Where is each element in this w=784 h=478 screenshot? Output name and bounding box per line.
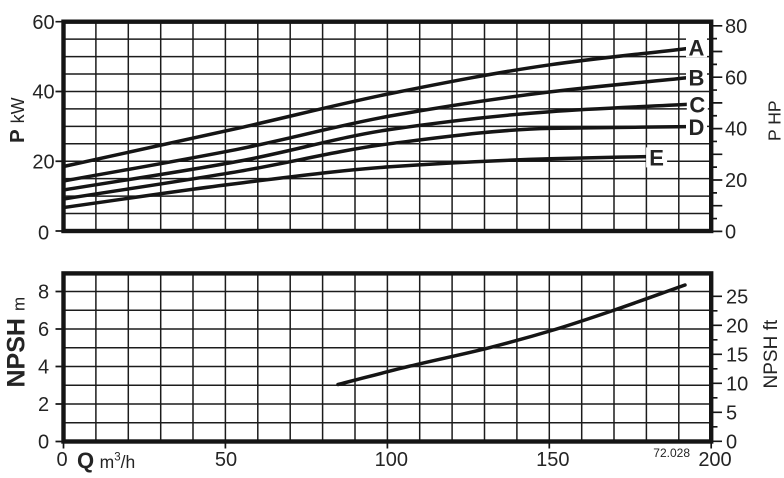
svg-text:4: 4 bbox=[38, 357, 49, 379]
svg-text:B: B bbox=[689, 65, 705, 90]
svg-text:20: 20 bbox=[725, 170, 747, 192]
svg-text:0: 0 bbox=[725, 222, 736, 244]
svg-text:D: D bbox=[689, 115, 705, 140]
svg-text:200: 200 bbox=[698, 449, 731, 471]
svg-text:5: 5 bbox=[726, 402, 737, 424]
svg-text:80: 80 bbox=[725, 16, 747, 38]
svg-text:10: 10 bbox=[726, 373, 748, 395]
svg-text:72.028: 72.028 bbox=[653, 446, 690, 460]
svg-text:P HP: P HP bbox=[765, 100, 784, 141]
svg-text:2: 2 bbox=[38, 394, 49, 416]
svg-text:8: 8 bbox=[38, 282, 49, 304]
svg-text:0: 0 bbox=[56, 449, 67, 471]
svg-text:60: 60 bbox=[725, 67, 747, 89]
svg-text:PkW: PkW bbox=[6, 97, 29, 143]
svg-text:20: 20 bbox=[32, 151, 54, 173]
svg-text:20: 20 bbox=[726, 315, 748, 337]
svg-text:E: E bbox=[649, 145, 664, 170]
svg-text:25: 25 bbox=[726, 286, 748, 308]
svg-text:40: 40 bbox=[32, 82, 54, 104]
svg-text:0: 0 bbox=[38, 222, 49, 244]
svg-text:15: 15 bbox=[726, 344, 748, 366]
svg-text:40: 40 bbox=[725, 119, 747, 141]
svg-text:Qm3/h: Qm3/h bbox=[77, 448, 135, 473]
svg-text:C: C bbox=[689, 92, 705, 117]
svg-text:0: 0 bbox=[38, 432, 49, 454]
svg-text:6: 6 bbox=[38, 319, 49, 341]
svg-text:60: 60 bbox=[32, 12, 54, 34]
svg-text:150: 150 bbox=[536, 449, 569, 471]
svg-text:A: A bbox=[689, 35, 705, 60]
svg-text:NPSH ft: NPSH ft bbox=[761, 319, 782, 388]
svg-text:50: 50 bbox=[215, 449, 237, 471]
svg-text:100: 100 bbox=[375, 449, 408, 471]
